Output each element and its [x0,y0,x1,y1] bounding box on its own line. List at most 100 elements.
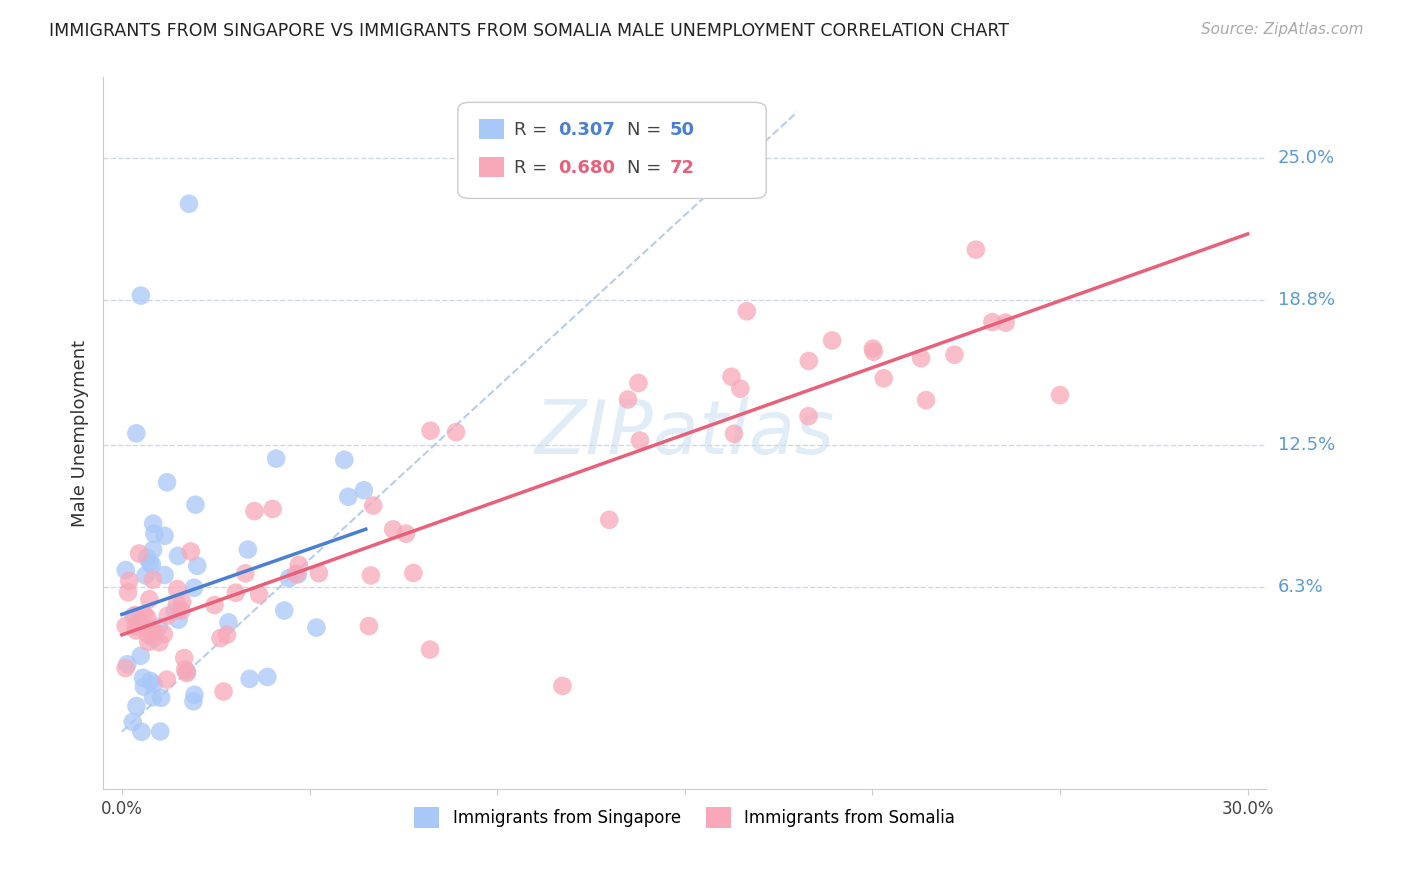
Point [1049,388,1071,402]
Point [910,351,932,366]
Point [117,585,139,599]
Point [204,598,226,612]
Point [139,673,162,688]
Point [117,657,139,672]
Point [149,724,172,739]
Point [353,483,375,498]
Point [148,635,170,649]
Point [114,619,136,633]
Point [156,608,179,623]
Point [114,563,136,577]
Point [333,453,356,467]
Point [287,567,309,582]
Point [627,376,650,390]
Point [361,499,384,513]
Point [142,573,165,587]
Point [720,369,742,384]
Text: 18.8%: 18.8% [1278,291,1334,310]
Point [176,665,198,679]
Text: 25.0%: 25.0% [1278,149,1334,167]
Point [136,635,159,649]
Point [143,624,166,639]
Text: R =: R = [513,159,553,177]
Point [360,568,382,582]
Point [233,566,256,581]
Point [256,670,278,684]
Point [402,566,425,580]
Point [150,690,173,705]
Point [128,615,150,629]
Point [236,542,259,557]
Point [247,587,270,601]
Text: R =: R = [513,121,553,139]
Point [170,604,193,618]
Point [134,607,156,622]
Point [395,526,418,541]
Point [176,666,198,681]
Point [153,627,176,641]
Point [129,288,152,302]
Point [172,595,194,609]
Point [131,724,153,739]
FancyBboxPatch shape [458,103,766,198]
Point [217,615,239,630]
Point [135,568,157,582]
Point [136,610,159,624]
Point [994,316,1017,330]
Point [278,571,301,585]
Point [183,688,205,702]
Point [177,196,200,211]
Legend: Immigrants from Singapore, Immigrants from Somalia: Immigrants from Singapore, Immigrants fr… [408,801,962,834]
Text: N =: N = [627,121,666,139]
Text: 50: 50 [669,121,695,139]
Point [141,558,163,572]
Point [136,550,159,565]
Point [153,529,176,543]
Text: 0.307: 0.307 [558,121,614,139]
Point [132,680,155,694]
Point [125,624,148,638]
Text: 0.680: 0.680 [558,159,614,177]
Point [142,690,165,705]
Text: 6.3%: 6.3% [1278,578,1323,596]
Point [337,490,360,504]
FancyBboxPatch shape [479,119,505,139]
Point [308,566,330,581]
Point [173,651,195,665]
Point [797,354,820,368]
Point [382,522,405,536]
Point [125,699,148,714]
Point [136,627,159,641]
Point [915,393,938,408]
Point [225,585,247,599]
Point [183,694,205,708]
Text: N =: N = [627,159,666,177]
Point [419,642,441,657]
Point [122,609,145,624]
Point [139,556,162,570]
Text: 12.5%: 12.5% [1278,436,1334,454]
Point [167,613,190,627]
Point [142,516,165,531]
Point [821,334,844,348]
Point [156,673,179,687]
Point [167,549,190,563]
Point [209,631,232,645]
Point [148,620,170,634]
Point [444,425,467,439]
Point [735,304,758,318]
Point [138,592,160,607]
Point [617,392,640,407]
Point [184,498,207,512]
Point [981,315,1004,329]
Point [125,426,148,441]
Point [965,243,987,257]
FancyBboxPatch shape [479,157,505,178]
Text: ZIPatlas: ZIPatlas [534,397,835,469]
Point [862,344,884,359]
Point [118,574,141,588]
Point [153,568,176,582]
Point [723,426,745,441]
Point [124,619,146,633]
Point [174,663,197,677]
